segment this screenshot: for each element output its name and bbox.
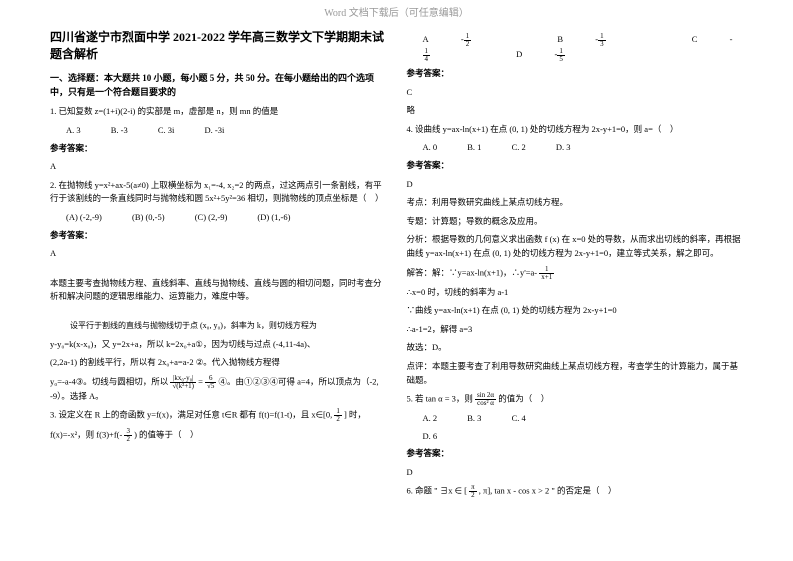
answer-5: D bbox=[407, 466, 744, 480]
explain: y-y₀=k(x-x₀)，又 y=2x+a，所以 k=2x₀+a①，因为切线与过… bbox=[50, 338, 387, 352]
explain: y₀=-a-4③。切线与圆相切，所以 |kx₀-y₀| √(k²+1) = 6 … bbox=[50, 375, 387, 404]
answer-label: 参考答案： bbox=[407, 67, 744, 81]
opt: A -12 bbox=[423, 34, 528, 44]
opt: (A) (-2,-9) bbox=[66, 212, 102, 222]
opt: B. 1 bbox=[467, 142, 481, 152]
text: y₀=-a-4③。切线与圆相切，所以 bbox=[50, 376, 168, 386]
fraction: sin 2α cos² α bbox=[475, 392, 496, 407]
question-6: 6. 命题 " ∃x ∈ [ π 2 , π], tan x - cos x >… bbox=[407, 484, 744, 499]
question-4: 4. 设曲线 y=ax-ln(x+1) 在点 (0, 1) 处的切线方程为 2x… bbox=[407, 123, 744, 137]
text: " 的否定是（ ） bbox=[551, 486, 616, 496]
fraction: 6 √5 bbox=[205, 375, 216, 390]
question-1: 1. 已知复数 z=(1+i)(2-i) 的实部是 m，虚部是 n，则 mn 的… bbox=[50, 105, 387, 119]
text: 解答：解：∵y=ax-ln(x+1)，∴y'=a- bbox=[407, 267, 538, 277]
text: 的值为（ ） bbox=[498, 394, 549, 404]
opt: B -13 bbox=[557, 34, 661, 44]
answer-2: A bbox=[50, 247, 387, 261]
question-5: 5. 若 tan α = 3，则 sin 2α cos² α 的值为（ ） bbox=[407, 392, 744, 407]
opt: C. 2 bbox=[512, 142, 526, 152]
answer-1: A bbox=[50, 160, 387, 174]
answer-label: 参考答案： bbox=[50, 142, 387, 156]
q4-options: A. 0 B. 1 C. 2 D. 3 bbox=[423, 141, 744, 155]
q1-options: A. 3 B. -3 C. 3i D. -3i bbox=[66, 124, 387, 138]
text: 6. 命题 " bbox=[407, 486, 438, 496]
opt: B. 3 bbox=[467, 413, 481, 423]
jieda3: ∵曲线 y=ax-ln(x+1) 在点 (0, 1) 处的切线方程为 2x-y+… bbox=[407, 304, 744, 318]
fraction: π 2 bbox=[469, 484, 477, 499]
opt: (B) (0,-5) bbox=[132, 212, 165, 222]
explain: 设平行于割线的直线与抛物线切于点 (x₀, y₀)，斜率为 k，则切线方程为 bbox=[70, 320, 387, 333]
explain: 本题主要考查抛物线方程、直线斜率、直线与抛物线、直线与圆的相切问题，同时考查分析… bbox=[50, 277, 387, 304]
denominator: √5 bbox=[205, 383, 216, 390]
opt: B. -3 bbox=[111, 125, 128, 135]
omit: 略 bbox=[407, 104, 744, 118]
question-2: 2. 在抛物线 y=x²+ax-5(a≠0) 上取横坐标为 x₁=-4, x₂=… bbox=[50, 179, 387, 206]
right-column: A -12 B -13 C -14 D -15 参考答案： C 略 4. 设曲线… bbox=[397, 23, 754, 561]
opt: C. 3i bbox=[158, 125, 175, 135]
answer-label: 参考答案： bbox=[407, 159, 744, 173]
denominator: √(k²+1) bbox=[170, 383, 196, 390]
fraction: 3 2 bbox=[124, 428, 132, 443]
explain: (2,2a-1) 的割线平行，所以有 2x₀+a=a-2 ②。代入抛物线方程得 bbox=[50, 356, 387, 370]
jieda4: ∴a-1=2，解得 a=3 bbox=[407, 323, 744, 337]
text: 3. 设定义在 R 上的奇函数 y=f(x)，满足对任意 t∈R 都有 f(t)… bbox=[50, 410, 332, 420]
zhuanti: 专题：计算题；导数的概念及应用。 bbox=[407, 215, 744, 229]
opt: D. -3i bbox=[205, 125, 225, 135]
denominator: 2 bbox=[469, 492, 477, 499]
q5-options: A. 2 B. 3 C. 4 bbox=[423, 412, 744, 426]
answer-4: D bbox=[407, 178, 744, 192]
denominator: cos² α bbox=[475, 400, 496, 407]
denominator: x+1 bbox=[539, 274, 554, 281]
text: ∃x ∈ bbox=[440, 486, 462, 496]
exam-title: 四川省遂宁市烈面中学 2021-2022 学年高三数学文下学期期末试题含解析 bbox=[50, 29, 387, 63]
jieda5: 故选：D。 bbox=[407, 341, 744, 355]
fraction: |kx₀-y₀| √(k²+1) bbox=[170, 375, 196, 390]
answer-label: 参考答案： bbox=[407, 447, 744, 461]
doc-header: Word 文档下载后（可任意编辑） bbox=[0, 0, 793, 23]
fraction: 1 x+1 bbox=[539, 266, 554, 281]
opt: D. 6 bbox=[423, 431, 438, 441]
q3-options: A -12 B -13 C -14 D -15 bbox=[423, 33, 744, 63]
section-heading: 一、选择题：本大题共 10 小题，每小题 5 分，共 50 分。在每小题给出的四… bbox=[50, 71, 387, 100]
q2-options: (A) (-2,-9) (B) (0,-5) (C) (2,-9) (D) (1… bbox=[66, 211, 387, 225]
answer-3: C bbox=[407, 86, 744, 100]
text: , π], tan x - cos x > 2 bbox=[479, 486, 549, 496]
kaodian: 考点：利用导数研究曲线上某点切线方程。 bbox=[407, 196, 744, 210]
left-column: 四川省遂宁市烈面中学 2021-2022 学年高三数学文下学期期末试题含解析 一… bbox=[40, 23, 397, 561]
text: f(x)=-x²，则 f(3)+f(- bbox=[50, 430, 122, 440]
text: [ bbox=[464, 486, 467, 496]
text: ) 的值等于（ ） bbox=[134, 430, 198, 440]
question-3: 3. 设定义在 R 上的奇函数 y=f(x)，满足对任意 t∈R 都有 f(t)… bbox=[50, 408, 387, 423]
jieda2: ∴x=0 时，切线的斜率为 a-1 bbox=[407, 286, 744, 300]
fenxi: 分析：根据导数的几何意义求出函数 f (x) 在 x=0 处的导数，从而求出切线… bbox=[407, 233, 744, 260]
opt: A. 0 bbox=[423, 142, 438, 152]
opt: D. 3 bbox=[556, 142, 571, 152]
answer-label: 参考答案： bbox=[50, 229, 387, 243]
text: ] 时， bbox=[344, 410, 366, 420]
opt: C. 4 bbox=[512, 413, 526, 423]
opt: A. 3 bbox=[66, 125, 81, 135]
question-3b: f(x)=-x²，则 f(3)+f(- 3 2 ) 的值等于（ ） bbox=[50, 428, 387, 443]
opt: A. 2 bbox=[423, 413, 438, 423]
opt: (C) (2,-9) bbox=[195, 212, 228, 222]
denominator: 2 bbox=[334, 416, 342, 423]
denominator: 2 bbox=[124, 436, 132, 443]
dianping: 点评：本题主要考查了利用导数研究曲线上某点切线方程，考查学生的计算能力，属于基础… bbox=[407, 360, 744, 387]
q5-options2: D. 6 bbox=[423, 430, 744, 444]
text: 5. 若 tan α = 3，则 bbox=[407, 394, 473, 404]
page-content: 四川省遂宁市烈面中学 2021-2022 学年高三数学文下学期期末试题含解析 一… bbox=[0, 23, 793, 561]
jieda: 解答：解：∵y=ax-ln(x+1)，∴y'=a- 1 x+1 bbox=[407, 266, 744, 281]
opt: (D) (1,-6) bbox=[257, 212, 290, 222]
opt: D -15 bbox=[516, 49, 621, 59]
fraction: 1 2 bbox=[334, 408, 342, 423]
